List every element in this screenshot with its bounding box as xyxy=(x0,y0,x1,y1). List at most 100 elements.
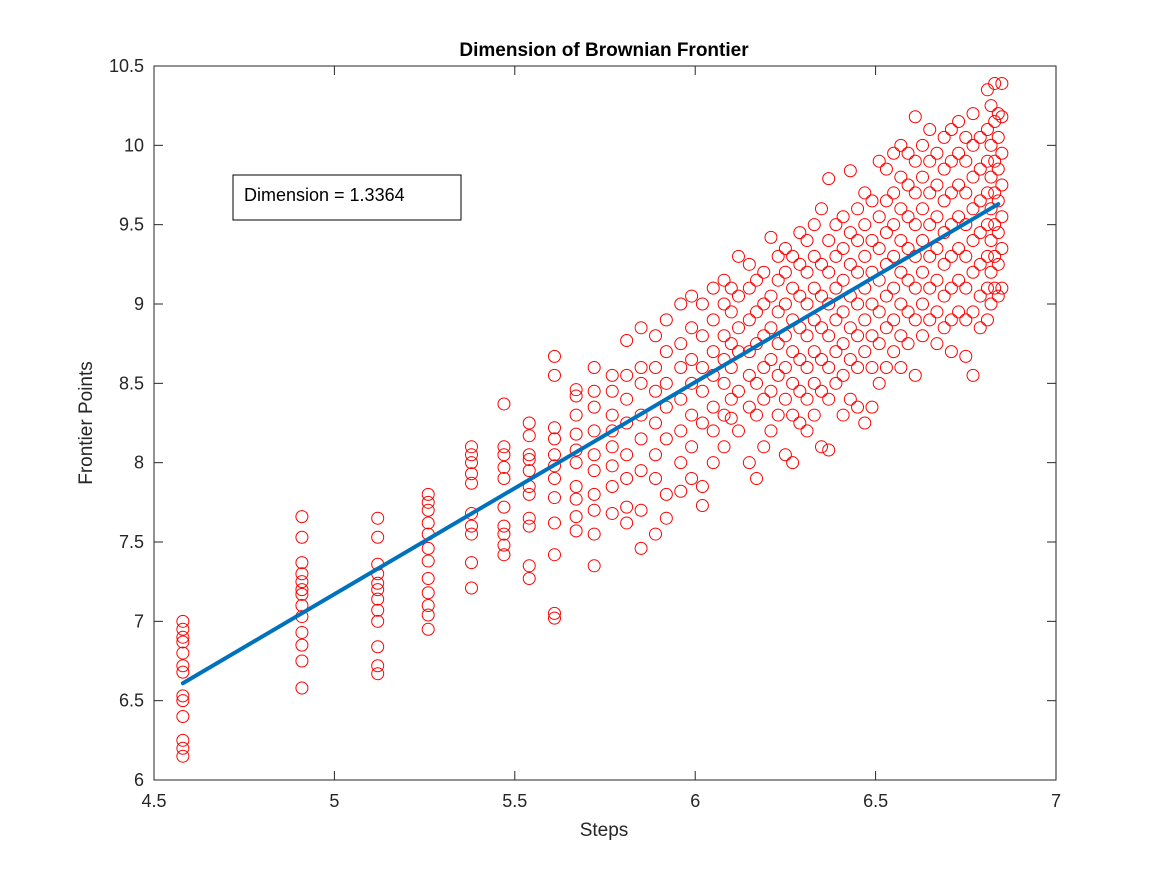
data-point xyxy=(988,154,1002,168)
data-point xyxy=(695,416,709,430)
data-point xyxy=(371,511,385,525)
data-point xyxy=(750,273,764,287)
data-point xyxy=(908,368,922,382)
data-point xyxy=(569,408,583,422)
data-point xyxy=(829,313,843,327)
data-point xyxy=(984,99,998,113)
data-point xyxy=(587,503,601,517)
data-point xyxy=(674,392,688,406)
data-point xyxy=(923,186,937,200)
data-point xyxy=(865,329,879,343)
data-point xyxy=(822,234,836,248)
data-point xyxy=(984,265,998,279)
data-point xyxy=(843,392,857,406)
data-point xyxy=(807,345,821,359)
data-point xyxy=(587,360,601,374)
data-point xyxy=(858,218,872,232)
data-point xyxy=(930,146,944,160)
data-point xyxy=(587,384,601,398)
data-point xyxy=(923,154,937,168)
data-point xyxy=(497,538,511,552)
data-point xyxy=(659,511,673,525)
data-point xyxy=(851,297,865,311)
data-point xyxy=(569,383,583,397)
data-point xyxy=(807,249,821,263)
data-point xyxy=(706,400,720,414)
data-point xyxy=(685,472,699,486)
data-point xyxy=(685,289,699,303)
data-point xyxy=(980,281,994,295)
data-point xyxy=(916,329,930,343)
data-point xyxy=(522,519,536,533)
y-tick-label: 8.5 xyxy=(119,373,144,393)
data-point xyxy=(649,527,663,541)
data-point xyxy=(465,556,479,570)
data-point xyxy=(742,313,756,327)
data-point xyxy=(295,681,309,695)
data-point xyxy=(465,476,479,490)
data-point xyxy=(988,218,1002,232)
data-point xyxy=(793,257,807,271)
data-point xyxy=(724,305,738,319)
data-point xyxy=(685,321,699,335)
data-point xyxy=(930,337,944,351)
data-point xyxy=(497,397,511,411)
data-point xyxy=(465,581,479,595)
data-point xyxy=(786,249,800,263)
data-point xyxy=(497,472,511,486)
data-point xyxy=(634,503,648,517)
data-point xyxy=(522,448,536,462)
data-point xyxy=(742,400,756,414)
data-point xyxy=(807,218,821,232)
data-point xyxy=(793,353,807,367)
data-point xyxy=(930,273,944,287)
data-point xyxy=(634,360,648,374)
data-point xyxy=(959,154,973,168)
data-point xyxy=(836,210,850,224)
y-tick-label: 9.5 xyxy=(119,215,144,235)
data-point xyxy=(371,530,385,544)
data-point xyxy=(685,440,699,454)
data-point xyxy=(836,337,850,351)
data-point xyxy=(731,249,745,263)
data-point xyxy=(937,289,951,303)
data-point xyxy=(750,305,764,319)
data-point xyxy=(778,265,792,279)
data-point xyxy=(988,249,1002,263)
data-point xyxy=(649,360,663,374)
data-point xyxy=(858,186,872,200)
data-point xyxy=(814,321,828,335)
data-point xyxy=(966,305,980,319)
data-point xyxy=(587,464,601,478)
data-point xyxy=(724,337,738,351)
data-point xyxy=(685,353,699,367)
data-point xyxy=(952,178,966,192)
data-point xyxy=(421,495,435,509)
data-point xyxy=(695,297,709,311)
data-point xyxy=(295,530,309,544)
y-tick-label: 10 xyxy=(124,135,144,155)
data-point xyxy=(872,337,886,351)
data-point xyxy=(858,416,872,430)
data-point xyxy=(706,345,720,359)
data-point xyxy=(858,313,872,327)
data-point xyxy=(865,297,879,311)
data-point xyxy=(800,360,814,374)
data-point xyxy=(371,614,385,628)
data-point xyxy=(771,273,785,287)
data-point xyxy=(764,384,778,398)
data-point xyxy=(295,510,309,524)
data-point xyxy=(793,384,807,398)
data-point xyxy=(497,460,511,474)
data-point xyxy=(587,424,601,438)
data-point xyxy=(800,234,814,248)
data-point xyxy=(371,592,385,606)
data-point xyxy=(937,162,951,176)
data-point xyxy=(706,313,720,327)
data-point xyxy=(879,321,893,335)
data-point xyxy=(865,360,879,374)
data-point xyxy=(843,353,857,367)
data-point xyxy=(944,313,958,327)
data-point xyxy=(724,411,738,425)
